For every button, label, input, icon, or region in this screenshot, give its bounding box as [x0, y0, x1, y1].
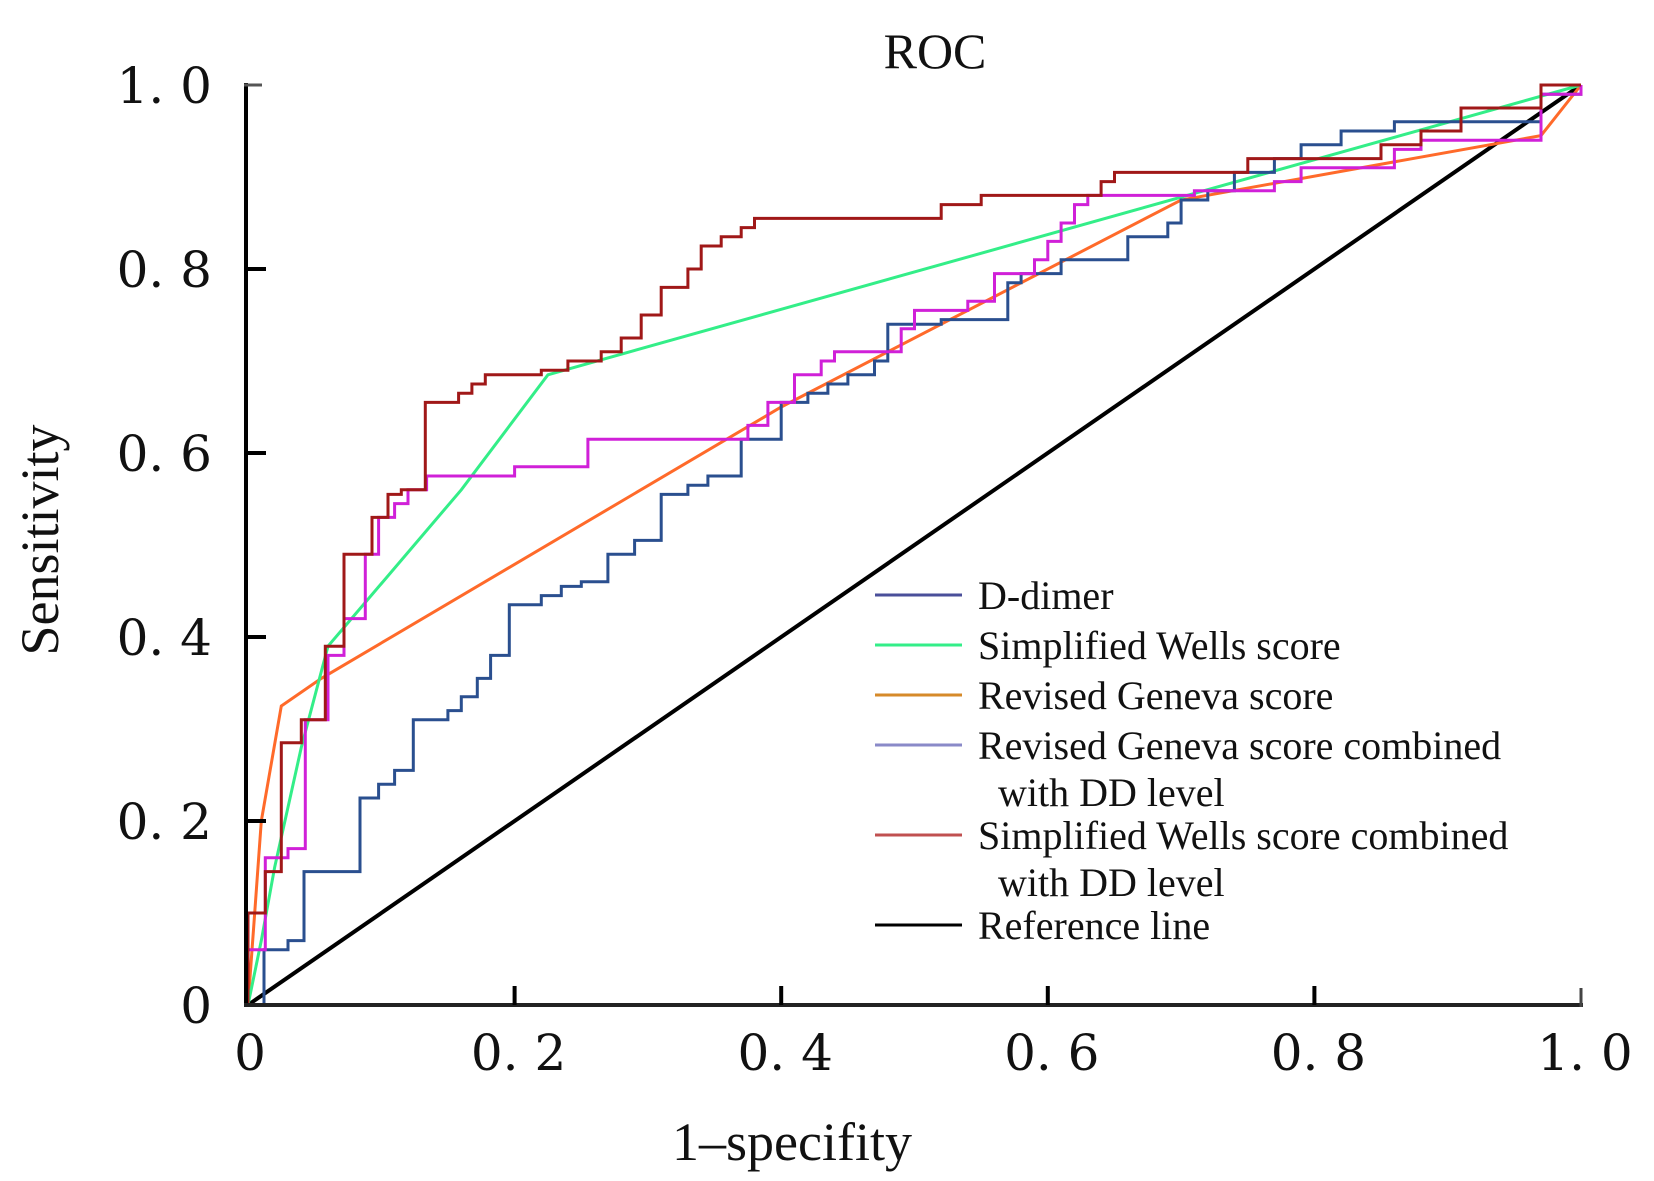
x-axis-title: 1–specifity	[672, 1112, 912, 1172]
legend-label: D-dimer	[978, 573, 1114, 618]
series-line-simplified-wells-score-combined-with-dd-level	[246, 83, 1581, 1005]
x-tick-label: 0	[234, 1024, 266, 1082]
legend-label-continuation: with DD level	[998, 770, 1225, 815]
x-tick-label: 0. 2	[471, 1024, 566, 1082]
y-axis-title: Sensitivity	[10, 424, 70, 655]
series-line-revised-geneva-score	[246, 84, 1583, 1006]
x-tick-label: 0. 8	[1271, 1024, 1366, 1082]
y-tick-label: 0. 6	[117, 425, 212, 483]
series-layer	[246, 83, 1583, 1007]
legend-item-reference-line: Reference line	[875, 903, 1210, 948]
legend-label: Revised Geneva score	[978, 673, 1333, 718]
y-tick-label: 0. 8	[117, 241, 212, 299]
legend-label: Revised Geneva score combined	[978, 723, 1501, 768]
legend-label-continuation: with DD level	[998, 860, 1225, 905]
y-tick-label: 0	[180, 977, 212, 1035]
x-tick-label: 0. 6	[1004, 1024, 1099, 1082]
chart-title: ROC	[884, 23, 987, 79]
y-tick-label: 0. 4	[117, 609, 212, 667]
legend-item-d-dimer: D-dimer	[875, 573, 1114, 618]
legend-label: Simplified Wells score combined	[978, 813, 1508, 858]
series-line-reference-line	[246, 83, 1583, 1007]
y-tick-label: 0. 2	[117, 793, 212, 851]
ticks-layer: 0 0. 2 0. 4 0. 6 0. 8 1. 0 0 0. 2 0. 4 0. 6 0. 8 1.…	[117, 57, 1633, 1082]
series-line-revised-geneva-score-combined-with-dd-level	[246, 85, 1583, 1005]
y-tick-label: 1. 0	[117, 57, 212, 115]
axes-layer	[244, 83, 1583, 1007]
legend: D-dimer Simplified Wells score Revised Gen…	[875, 573, 1508, 948]
legend-item-simplified-wells-score: Simplified Wells score	[875, 623, 1341, 668]
legend-label: Reference line	[978, 903, 1210, 948]
legend-label: Simplified Wells score	[978, 623, 1341, 668]
series-line-simplified-wells-score	[246, 83, 1582, 1006]
x-tick-label: 0. 4	[737, 1024, 832, 1082]
x-tick-label: 1. 0	[1537, 1024, 1632, 1082]
legend-item-revised-geneva-score: Revised Geneva score	[875, 673, 1333, 718]
